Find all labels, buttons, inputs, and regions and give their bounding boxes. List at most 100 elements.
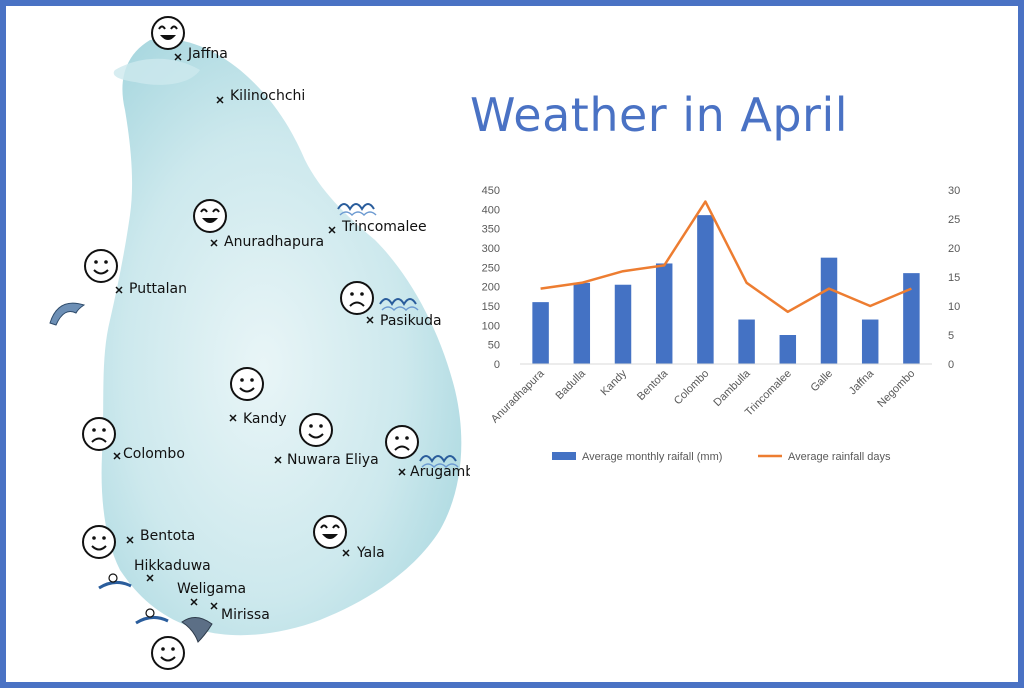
place-mirissa: Mirissa bbox=[181, 602, 270, 643]
y-left-tick-5: 250 bbox=[482, 262, 500, 274]
x-tick-9: Negombo bbox=[875, 368, 917, 410]
place-anuradhapura: Anuradhapura bbox=[193, 199, 324, 250]
location-marker-icon bbox=[113, 452, 121, 460]
bars-group bbox=[520, 215, 932, 365]
x-axis: Anuradhapura Badulla Kandy Bentota Colombo Da… bbox=[489, 367, 918, 425]
island-shape bbox=[101, 39, 462, 636]
y-left-tick-1: 50 bbox=[488, 340, 500, 352]
legend-label-bar: Average monthly raifall (mm) bbox=[582, 451, 722, 463]
place-label-yala: Yala bbox=[356, 545, 385, 561]
y-right-axis: 0 5 10 15 20 25 30 bbox=[948, 185, 960, 371]
x-tick-2: Kandy bbox=[599, 367, 630, 398]
place-south bbox=[151, 636, 185, 670]
y-right-tick-2: 10 bbox=[948, 301, 960, 313]
smile-face-icon bbox=[151, 636, 185, 670]
location-marker-icon bbox=[342, 549, 350, 557]
y-right-tick-6: 30 bbox=[948, 185, 960, 197]
place-label-hikkaduwa: Hikkaduwa bbox=[134, 558, 211, 574]
y-left-tick-2: 100 bbox=[482, 320, 500, 332]
location-marker-icon bbox=[210, 239, 218, 247]
place-nuwara-eliya: Nuwara Eliya bbox=[274, 413, 379, 468]
location-marker-icon bbox=[328, 226, 336, 234]
y-right-tick-5: 25 bbox=[948, 214, 960, 226]
x-tick-7: Galle bbox=[808, 368, 835, 395]
bar-5 bbox=[738, 319, 755, 364]
rainfall-days-line bbox=[540, 200, 912, 314]
location-marker-icon bbox=[216, 96, 224, 104]
bar-0 bbox=[532, 302, 549, 364]
place-label-weligama: Weligama bbox=[177, 581, 246, 597]
place-label-colombo: Colombo bbox=[123, 446, 185, 462]
bar-4 bbox=[697, 215, 714, 364]
bar-3 bbox=[655, 263, 673, 364]
place-jaffna: Jaffna bbox=[151, 16, 228, 62]
location-marker-icon bbox=[190, 598, 198, 606]
x-tick-1: Badulla bbox=[553, 367, 588, 402]
place-yala: Yala bbox=[313, 515, 385, 561]
bar-1 bbox=[573, 282, 591, 364]
y-left-axis: 0 50 100 150 200 250 300 350 400 450 bbox=[482, 185, 500, 371]
place-colombo: Colombo bbox=[82, 417, 185, 462]
place-arugamb: Arugamb bbox=[385, 425, 470, 480]
location-marker-icon bbox=[115, 286, 123, 294]
surfer-icon bbox=[98, 573, 132, 590]
sad-face-icon bbox=[385, 425, 419, 459]
wave-icon bbox=[379, 298, 419, 312]
sad-face-icon bbox=[340, 281, 374, 315]
location-marker-icon bbox=[174, 53, 182, 61]
sri-lanka-map: Jaffna Kilinochchi Trincomalee Anuradhapura… bbox=[49, 16, 470, 670]
place-puttalan: Puttalan bbox=[49, 249, 187, 326]
y-right-tick-1: 5 bbox=[948, 330, 954, 342]
location-marker-icon bbox=[274, 456, 282, 464]
x-tick-5: Dambulla bbox=[711, 367, 753, 409]
location-marker-icon bbox=[146, 574, 154, 582]
surfer-icon bbox=[135, 608, 169, 625]
legend: Average monthly raifall (mm) Average rai… bbox=[552, 451, 891, 463]
y-left-tick-0: 0 bbox=[494, 359, 500, 371]
happy-face-icon bbox=[193, 199, 227, 233]
place-kilinochchi: Kilinochchi bbox=[216, 88, 305, 104]
bar-7 bbox=[820, 257, 838, 364]
page-title: Weather in April bbox=[470, 88, 848, 142]
dolphin-icon bbox=[49, 302, 86, 326]
x-tick-8: Jaffna bbox=[847, 367, 877, 397]
place-label-puttalan: Puttalan bbox=[129, 281, 187, 297]
y-right-tick-4: 20 bbox=[948, 243, 960, 255]
location-marker-icon bbox=[366, 316, 374, 324]
wave-icon bbox=[337, 203, 377, 217]
place-pasikuda: Pasikuda bbox=[340, 281, 442, 329]
place-label-kilinochchi: Kilinochchi bbox=[230, 88, 305, 104]
sad-face-icon bbox=[82, 417, 116, 451]
x-tick-4: Colombo bbox=[672, 368, 712, 408]
bar-9 bbox=[903, 273, 920, 364]
smile-face-icon bbox=[230, 367, 264, 401]
place-kandy: Kandy bbox=[229, 367, 287, 427]
bar-2 bbox=[614, 284, 632, 364]
smile-face-icon bbox=[299, 413, 333, 447]
y-left-tick-4: 200 bbox=[482, 282, 500, 294]
place-label-trincomalee: Trincomalee bbox=[341, 219, 427, 235]
x-tick-0: Anuradhapura bbox=[489, 367, 547, 425]
bar-6 bbox=[779, 335, 797, 364]
x-tick-3: Bentota bbox=[635, 367, 671, 403]
location-marker-icon bbox=[126, 536, 134, 544]
place-label-arugamb: Arugamb bbox=[410, 464, 470, 480]
place-trincomalee: Trincomalee bbox=[328, 203, 427, 235]
bar-8 bbox=[861, 319, 879, 364]
y-right-tick-3: 15 bbox=[948, 272, 960, 284]
y-left-tick-9: 450 bbox=[482, 185, 500, 197]
north-peninsula bbox=[113, 58, 200, 85]
happy-face-icon bbox=[313, 515, 347, 549]
place-label-pasikuda: Pasikuda bbox=[380, 313, 442, 329]
legend-swatch-bar bbox=[552, 452, 576, 460]
location-marker-icon bbox=[210, 602, 218, 610]
whale-icon bbox=[181, 617, 213, 643]
place-label-nuwara-eliya: Nuwara Eliya bbox=[287, 452, 379, 468]
y-right-tick-0: 0 bbox=[948, 359, 954, 371]
rainfall-chart: 0 50 100 150 200 250 300 350 400 450 0 5 10 15 20 25 30… bbox=[482, 185, 961, 463]
y-left-tick-3: 150 bbox=[482, 301, 500, 313]
place-label-bentota: Bentota bbox=[140, 528, 195, 544]
location-marker-icon bbox=[398, 468, 406, 476]
smile-face-icon bbox=[84, 249, 118, 283]
y-left-tick-7: 350 bbox=[482, 224, 500, 236]
